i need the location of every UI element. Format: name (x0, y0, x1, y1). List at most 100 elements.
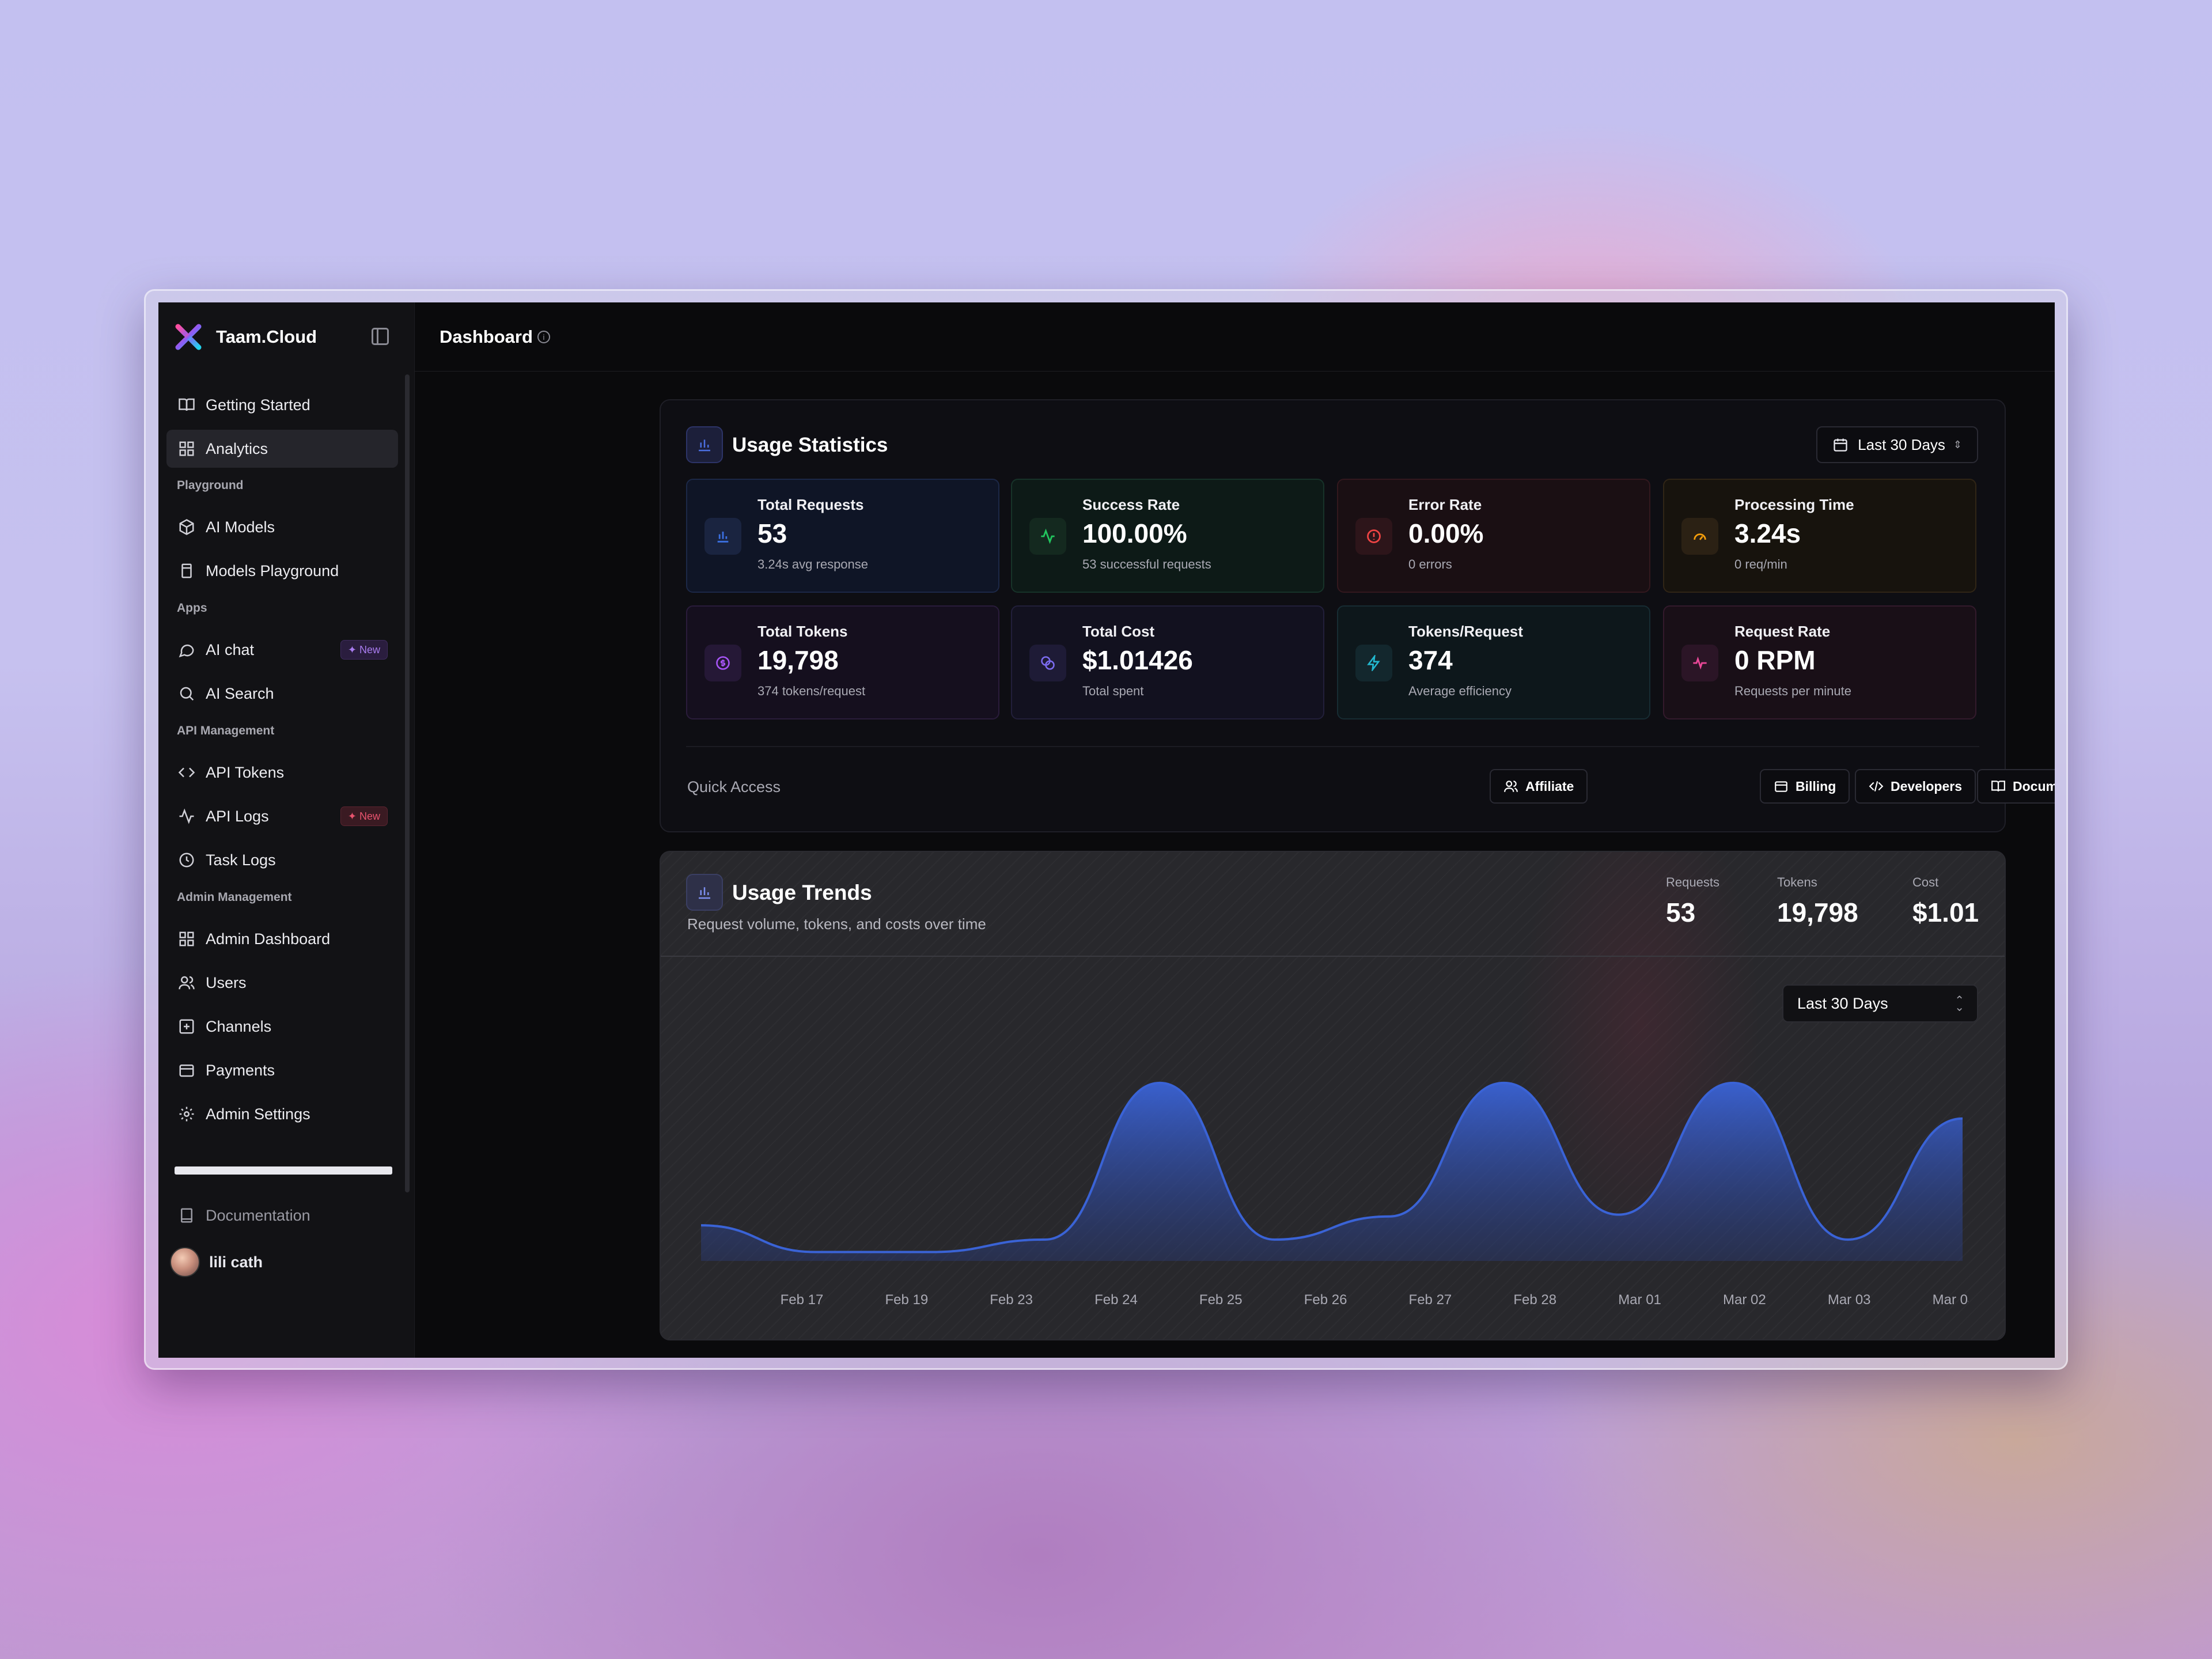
stat-card-processing-time[interactable]: Processing Time 3.24s 0 req/min (1663, 479, 1976, 593)
x-tick-label: Feb 19 (885, 1292, 928, 1308)
sidebar-item-api-logs[interactable]: API Logs ✦ New (166, 797, 398, 835)
x-tick-label: Mar 04 (1933, 1292, 1968, 1308)
wallet-icon (1775, 781, 1787, 792)
sidebar-item-channels[interactable]: Channels (166, 1007, 398, 1046)
sidebar-item-admin-settings[interactable]: Admin Settings (166, 1095, 398, 1133)
brand[interactable]: Taam.Cloud (173, 321, 317, 353)
stat-value: 19,798 (1777, 897, 1858, 927)
date-range-label: Last 30 Days (1858, 435, 1945, 453)
x-tick-label: Feb 26 (1304, 1292, 1347, 1308)
stat-card-total-tokens[interactable]: Total Tokens 19,798 374 tokens/request (686, 605, 999, 719)
sidebar-item-ai-chat[interactable]: AI chat ✦ New (166, 631, 398, 669)
sidebar-item-ai-search[interactable]: AI Search (166, 675, 398, 713)
sidebar-item-label: Payments (206, 1061, 275, 1079)
alert-circle-icon (1355, 518, 1392, 555)
date-range-button[interactable]: Last 30 Days ⇕ (1816, 426, 1978, 463)
sidebar-item-task-logs[interactable]: Task Logs (166, 841, 398, 879)
stat-value: $1.01426 (1082, 645, 1193, 675)
usage-trends-panel: Usage Trends Request volume, tokens, and… (660, 851, 2006, 1340)
x-tick-label: Mar 02 (1723, 1292, 1766, 1308)
trends-range-select[interactable]: Last 30 Days ⌃ ⌄ (1782, 984, 1978, 1022)
code-icon (1869, 781, 1884, 791)
stat-card-request-rate[interactable]: Request Rate 0 RPM Requests per minute (1663, 605, 1976, 719)
stat-card-success-rate[interactable]: Success Rate 100.00% 53 successful reque… (1011, 479, 1324, 593)
button-label: Developers (1891, 778, 1963, 794)
stat-card-tokens-per-request[interactable]: Tokens/Request 374 Average efficiency (1337, 605, 1650, 719)
sidebar-item-analytics[interactable]: Analytics (166, 430, 398, 468)
trend-stat-cost: Cost $1.01 (1912, 875, 1979, 928)
stat-value: 53 (1666, 897, 1696, 927)
new-badge: ✦ New (340, 806, 388, 826)
stat-value: 100.00% (1082, 518, 1187, 548)
x-tick-label: Feb 27 (1409, 1292, 1452, 1308)
plus-square-icon (178, 1018, 195, 1035)
user-name: lili cath (209, 1253, 263, 1271)
x-tick-label: Feb 17 (781, 1292, 824, 1308)
stat-sub: Average efficiency (1408, 684, 1512, 698)
stat-label: Tokens/Request (1408, 623, 1523, 640)
chevron-updown-icon: ⌃ ⌄ (1955, 994, 1964, 1014)
divider (661, 956, 2005, 957)
stat-label: Request Rate (1734, 623, 1831, 640)
sidebar-item-users[interactable]: Users (166, 964, 398, 1002)
pulse-icon (1681, 645, 1718, 681)
stat-value: 0 RPM (1734, 645, 1816, 675)
section-admin-management: Admin Management (177, 891, 292, 904)
sidebar-toggle-icon[interactable] (372, 328, 389, 345)
flask-icon (178, 562, 195, 579)
affiliate-button[interactable]: Affiliate (1490, 769, 1588, 804)
grid-icon (178, 930, 195, 948)
clock-icon (178, 851, 195, 869)
sidebar-item-documentation[interactable]: Documentation (166, 1196, 398, 1234)
select-value: Last 30 Days (1797, 994, 1888, 1012)
x-tick-label: Feb 24 (1094, 1292, 1138, 1308)
bar-chart-icon (686, 426, 723, 463)
documentation-button[interactable]: Documentation (1977, 769, 2055, 804)
stat-sub: 3.24s avg response (757, 557, 869, 571)
sidebar-item-label: AI Search (206, 684, 274, 702)
sidebar-item-label: AI chat (206, 641, 255, 658)
new-badge: ✦ New (340, 640, 388, 660)
user-menu[interactable]: lili cath (170, 1247, 263, 1277)
sidebar-item-label: API Tokens (206, 763, 285, 781)
section-api-management: API Management (177, 724, 275, 737)
sidebar-item-payments[interactable]: Payments (166, 1051, 398, 1089)
bar-chart-icon (704, 518, 741, 555)
stat-label: Requests (1666, 875, 1719, 889)
sidebar-item-label: API Logs (206, 807, 269, 825)
info-icon[interactable]: i (537, 330, 550, 343)
developers-button[interactable]: Developers (1855, 769, 1976, 804)
sidebar-scrollbar[interactable] (405, 374, 410, 1192)
usage-trend-chart: Feb 17 Feb 19 Feb 23 Feb 24 Feb 25 Feb 26 Feb … (700, 1081, 1968, 1308)
grid-icon (178, 440, 195, 457)
stat-card-total-cost[interactable]: Total Cost $1.01426 Total spent (1011, 605, 1324, 719)
coin-icon (704, 645, 741, 681)
sidebar-item-models-playground[interactable]: Models Playground (166, 552, 398, 590)
sidebar-item-label: Admin Dashboard (206, 930, 331, 948)
sidebar-item-getting-started[interactable]: Getting Started (166, 386, 398, 424)
stat-value: 19,798 (757, 645, 839, 675)
stat-label: Total Requests (757, 496, 864, 513)
stat-card-total-requests[interactable]: Total Requests 53 3.24s avg response (686, 479, 999, 593)
activity-icon (178, 808, 195, 825)
stat-label: Tokens (1777, 875, 1817, 889)
cube-icon (178, 518, 195, 536)
chat-bubble-icon (178, 641, 195, 658)
stat-sub: 0 errors (1408, 557, 1452, 571)
stat-card-error-rate[interactable]: Error Rate 0.00% 0 errors (1337, 479, 1650, 593)
sidebar-item-label: Admin Settings (206, 1105, 310, 1123)
taam-logo-icon (173, 322, 203, 352)
billing-button[interactable]: Billing (1760, 769, 1850, 804)
button-label: Billing (1796, 778, 1836, 794)
calendar-icon (1834, 438, 1847, 452)
book-icon (178, 1207, 195, 1224)
button-label: Documentation (2013, 778, 2055, 794)
sidebar-item-ai-models[interactable]: AI Models (166, 508, 398, 546)
x-tick-label: Mar 01 (1618, 1292, 1661, 1308)
sidebar-item-api-tokens[interactable]: API Tokens (166, 753, 398, 791)
stat-value: 374 (1408, 645, 1453, 675)
sidebar-item-admin-dashboard[interactable]: Admin Dashboard (166, 920, 398, 958)
sidebar-item-label: Task Logs (206, 851, 276, 869)
book-open-icon (1991, 781, 2005, 791)
panel-title: Usage Statistics (732, 434, 888, 456)
